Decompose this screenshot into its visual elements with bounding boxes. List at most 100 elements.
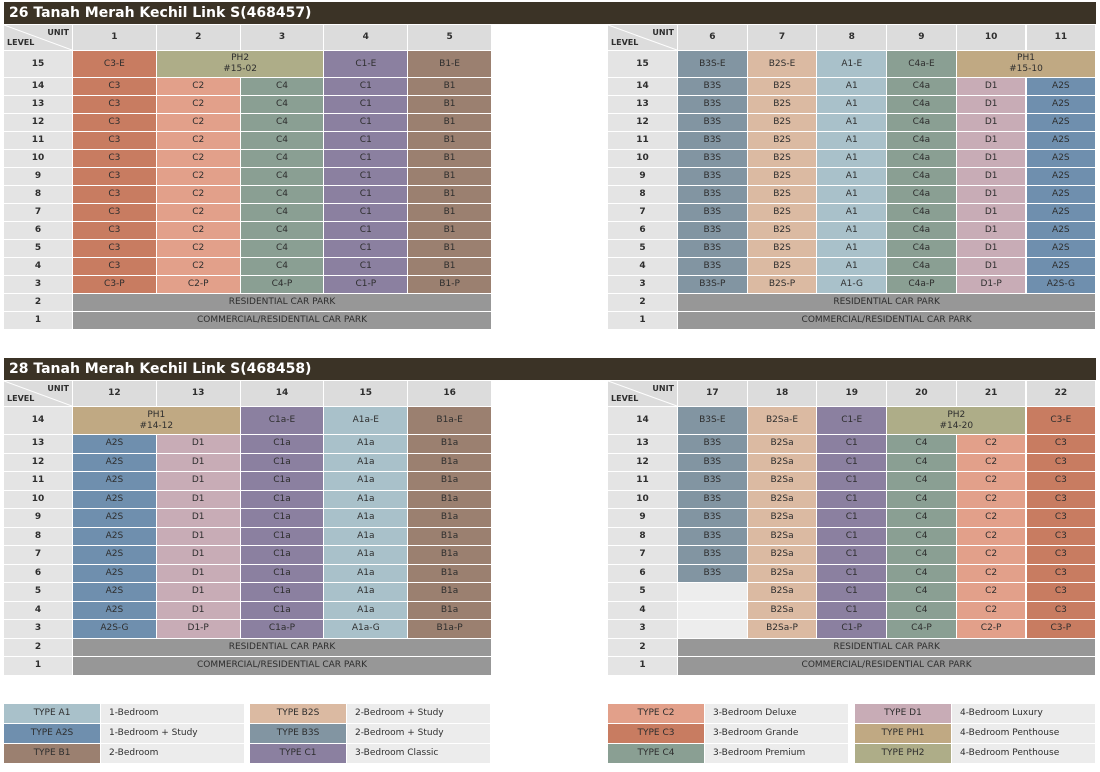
unit-cell: C2 [956,490,1026,508]
cell-subtext: #15-10 [1009,64,1043,74]
unit-cell: B3S [678,509,747,527]
unit-cell: D1 [156,601,240,619]
unit-cell: B3S [678,490,747,508]
unit-cell: B3S [678,204,747,221]
unit-cell: A1-E [817,51,887,77]
legend-description: 3-Bedroom Deluxe [705,704,848,723]
unit-cell: A2S [1026,96,1096,113]
penthouse-cell: PH1 #14-12 [73,407,240,434]
level-cell: 10 [608,490,677,508]
unit-cell: B2Sa [747,453,817,471]
level-cell: 14 [4,407,72,434]
legend-description: 3-Bedroom Grande [705,724,848,743]
unit-cell: B2S [747,96,817,113]
level-cell: 7 [4,546,72,564]
unit-cell: C4 [887,527,956,545]
unit-cell: C4a-E [887,51,956,77]
corner-cell: UNIT LEVEL [4,381,72,406]
unit-cell: A2S [73,490,156,508]
unit-cell: C3 [73,114,156,131]
level-cell: 9 [608,168,677,185]
unit-cell: B2Sa-E [747,407,817,434]
unit-cell: C4a [887,78,956,95]
unit-cell: A2S [1026,186,1096,203]
level-cell: 5 [608,583,677,601]
cell-text: RESIDENTIAL CAR PARK [228,641,336,652]
unit-cell: B2S [747,168,817,185]
unit-cell: B2S-E [747,51,817,77]
unit-cell: C3 [73,78,156,95]
cell-text: RESIDENTIAL CAR PARK [833,297,940,307]
unit-cell: A1-G [817,276,887,293]
unit-cell: A1a [324,601,408,619]
unit-cell: B1a [408,509,491,527]
unit-header: 22 [1026,381,1096,406]
level-cell: 12 [4,453,72,471]
unit-cell: C4-P [887,620,956,638]
unit-cell: B3S-E [678,51,747,77]
legend-description: 1-Bedroom + Study [101,724,244,743]
unit-cell: B2S [747,204,817,221]
legend-swatch: TYPE C1 [250,744,346,763]
unit-cell: B3S [678,96,747,113]
unit-cell: C4 [240,132,324,149]
unit-cell: C2 [156,258,240,275]
unit-cell: B1 [408,258,491,275]
unit-cell: C4a [887,114,956,131]
unit-cell: C4 [240,222,324,239]
unit-label: UNIT [652,28,674,37]
unit-header: 17 [678,381,747,406]
level-cell: 2 [608,638,677,656]
unit-cell: B2Sa [747,601,817,619]
level-cell: 3 [608,276,677,293]
unit-cell: B1a [408,601,491,619]
unit-cell: C1a [240,527,324,545]
unit-cell: C4a [887,258,956,275]
unit-cell: C1 [324,114,408,131]
level-cell: 12 [4,114,72,131]
unit-cell: C3 [1026,527,1096,545]
unit-cell: B1a [408,435,491,453]
unit-cell: A2S [1026,132,1096,149]
unit-cell: B1-E [408,51,491,77]
cell-text: COMMERCIAL/RESIDENTIAL CAR PARK [801,660,972,671]
unit-cell: A1 [817,204,887,221]
unit-cell: C2 [956,601,1026,619]
unit-cell: B3S [678,564,747,582]
unit-cell: D1 [956,168,1026,185]
level-cell: 13 [608,435,677,453]
unit-cell: B1 [408,150,491,167]
unit-cell: A1 [817,186,887,203]
unit-cell: B2Sa [747,435,817,453]
level-cell: 3 [608,620,677,638]
unit-cell: A1 [817,96,887,113]
legend-swatch: TYPE C4 [608,744,704,763]
unit-cell: C4 [887,453,956,471]
level-cell: 3 [4,276,72,293]
level-cell: 5 [4,583,72,601]
unit-cell: A2S [1026,150,1096,167]
unit-cell: C4a [887,186,956,203]
level-cell: 15 [4,51,72,77]
level-cell: 10 [608,150,677,167]
unit-cell: B1 [408,240,491,257]
level-cell: 2 [4,638,72,656]
legend-description: 4-Bedroom Penthouse [952,744,1095,763]
unit-cell: C1a [240,472,324,490]
unit-cell: C4 [240,168,324,185]
unit-cell: C1 [817,453,887,471]
unit-cell: C2 [956,453,1026,471]
unit-cell: C1 [817,583,887,601]
level-cell: 6 [4,222,72,239]
empty-cell [678,583,747,601]
unit-cell: B1-P [408,276,491,293]
unit-header: 5 [408,25,491,50]
unit-cell: C4 [240,114,324,131]
unit-cell: D1 [156,527,240,545]
unit-cell: A2S [73,583,156,601]
legend-description: 3-Bedroom Classic [347,744,490,763]
unit-cell: B1 [408,204,491,221]
unit-cell: C3 [73,222,156,239]
unit-cell: C1 [324,222,408,239]
